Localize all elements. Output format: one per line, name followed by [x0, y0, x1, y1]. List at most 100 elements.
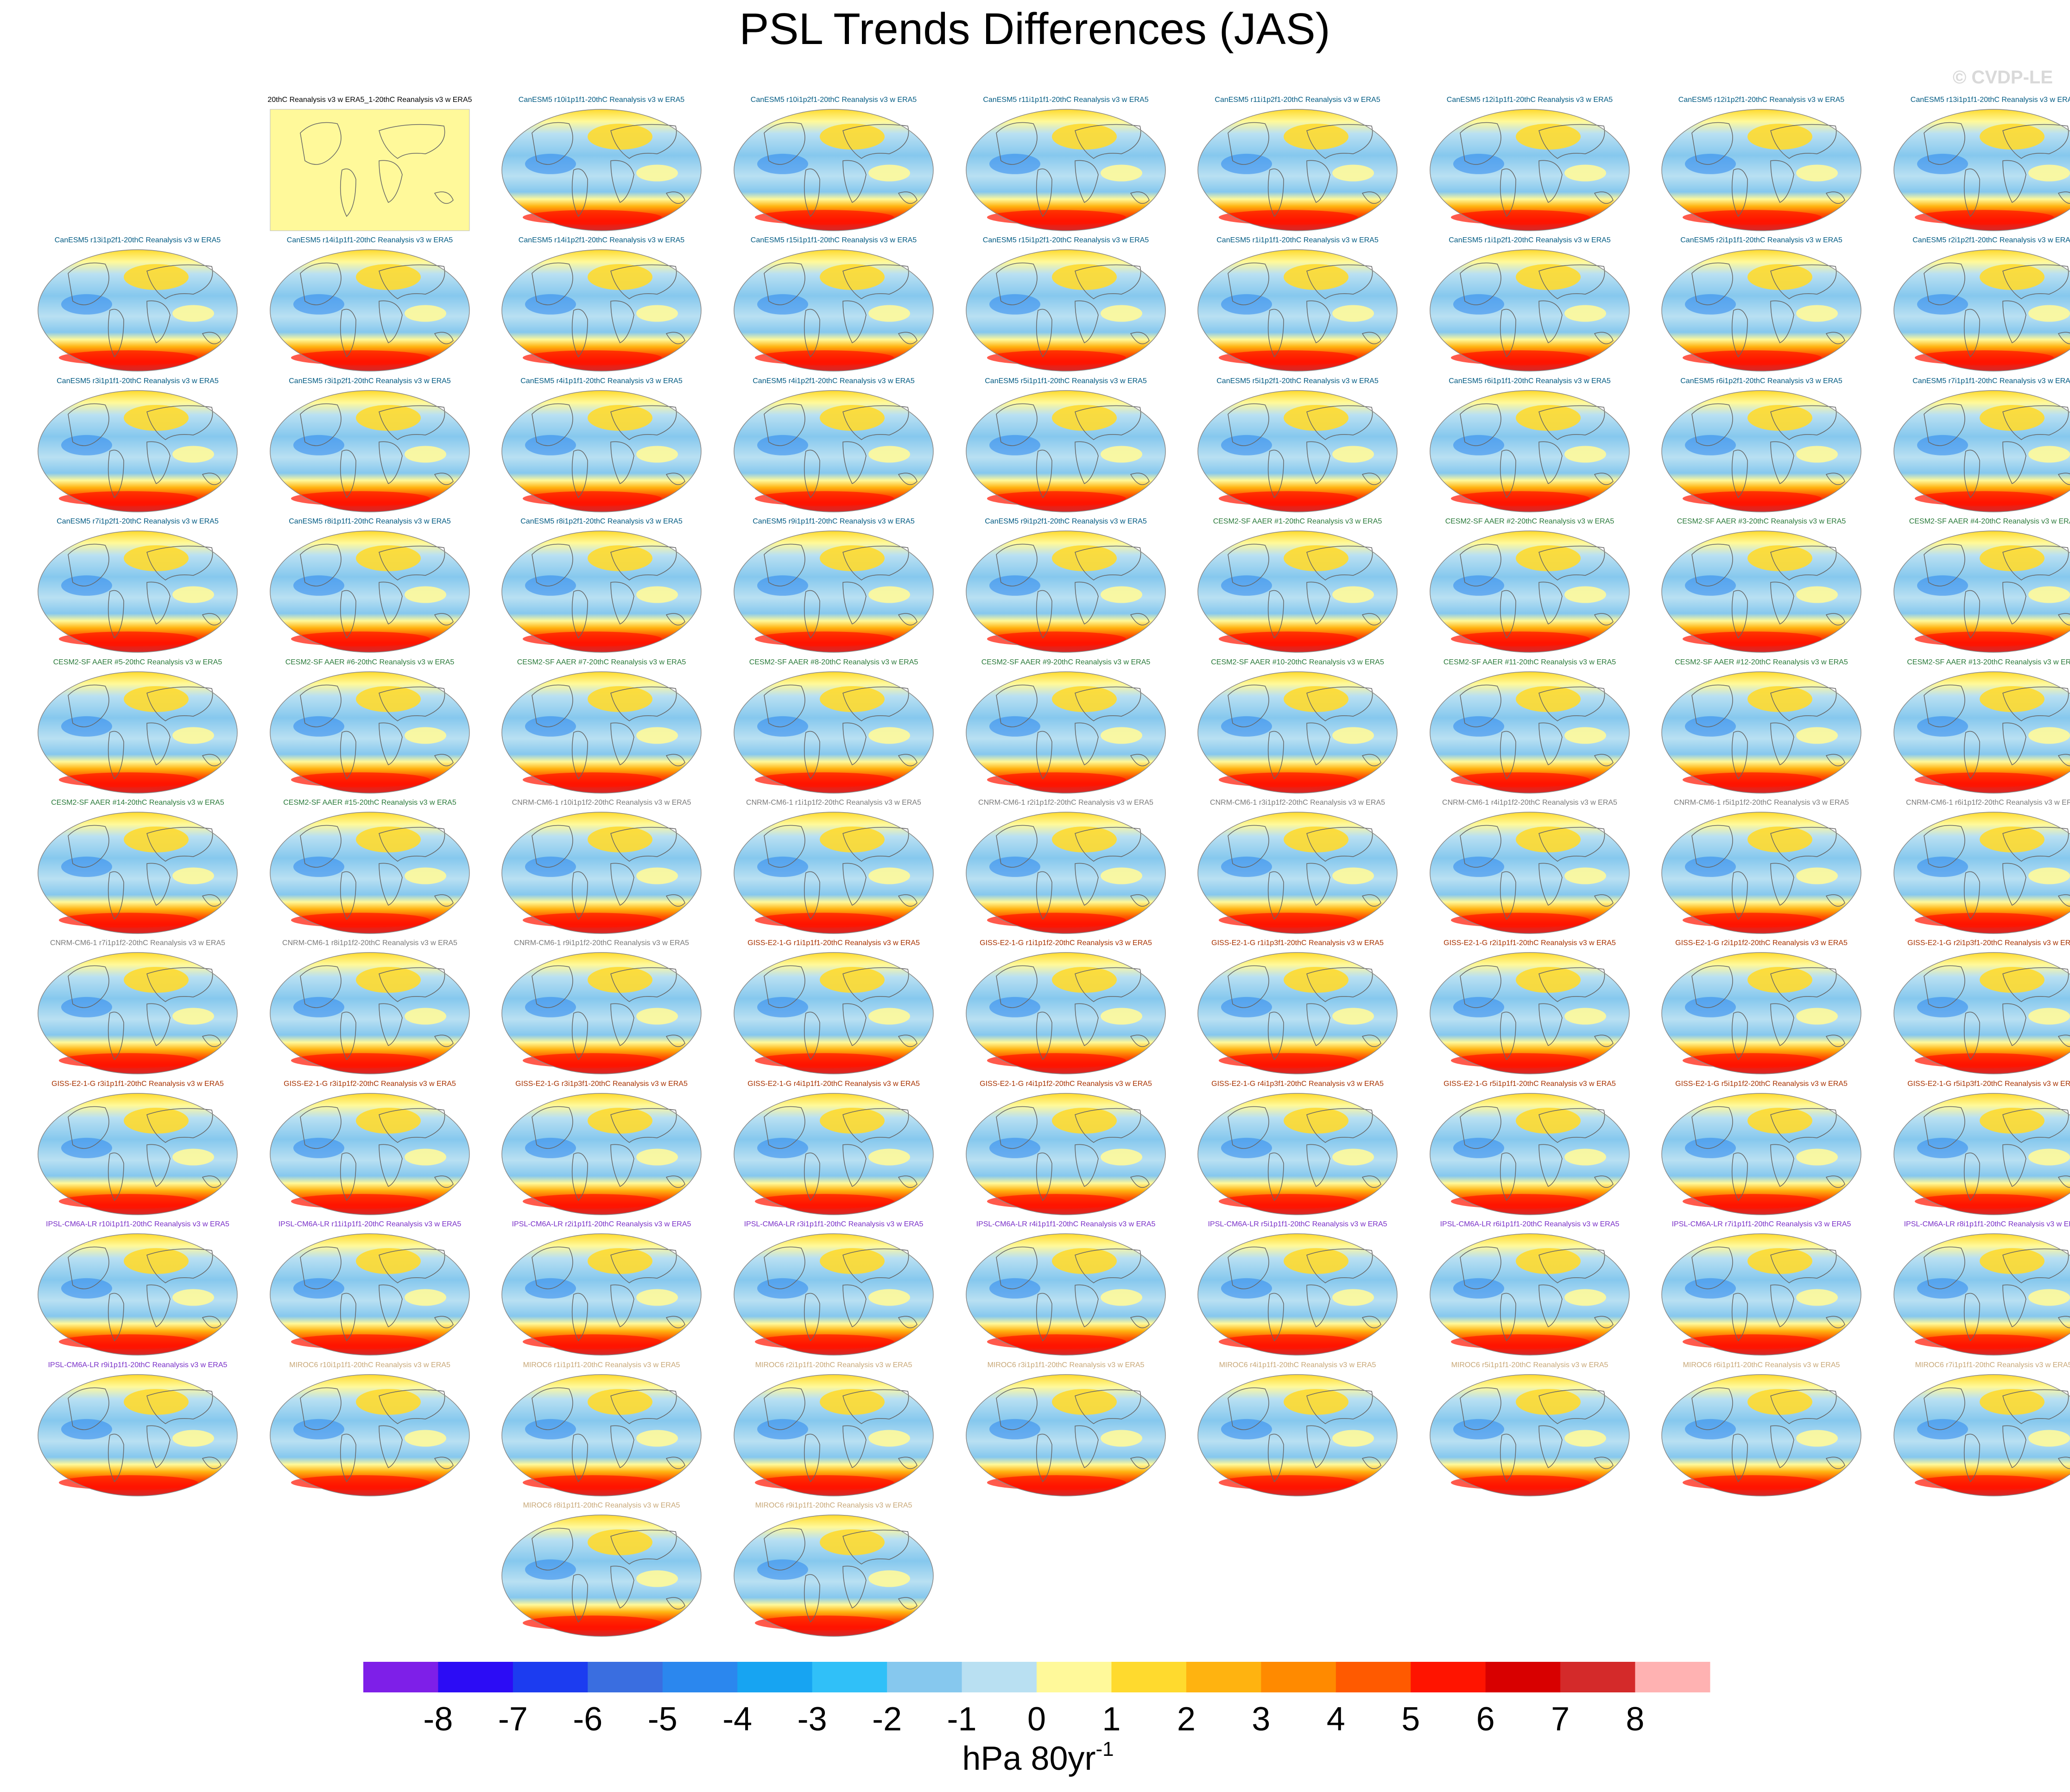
trend-patch [2028, 867, 2070, 884]
trend-patch [1516, 264, 1581, 290]
trend-patch [1219, 350, 1358, 366]
coastline [300, 1106, 342, 1149]
coastline [146, 1284, 171, 1328]
coastline [202, 1457, 222, 1470]
panel-title: GISS-E2-1-G r5i1p3f1-20thC Reanalysis v3… [1907, 1080, 2070, 1088]
trend-patch [1564, 1008, 1606, 1025]
coastline [610, 1003, 634, 1047]
coastline [379, 1248, 445, 1283]
coastline [1731, 309, 1748, 358]
coastline [1691, 262, 1733, 305]
trend-patch [1101, 1008, 1142, 1025]
coastline [1770, 722, 1794, 766]
coastline [1460, 965, 1501, 1008]
trend-patch [588, 1107, 652, 1134]
panel-title: CanESM5 r3i1p2f1-20thC Reanalysis v3 w E… [289, 377, 451, 385]
coastline [1538, 1003, 1563, 1047]
trend-patch [636, 727, 678, 744]
map-border [966, 109, 1166, 231]
map-border [270, 952, 470, 1074]
trend-patch [1747, 264, 1812, 290]
trend-patch [755, 1194, 894, 1209]
trend-patch [755, 350, 894, 366]
coastline [1538, 545, 1605, 581]
panel-title: MIROC6 r3i1p1f1-20thC Reanalysis v3 w ER… [988, 1361, 1145, 1369]
trend-patch [59, 350, 198, 366]
trend-patch [2028, 446, 2070, 463]
coastline [2002, 124, 2069, 159]
map-border [1197, 812, 1398, 934]
map-border [734, 952, 934, 1074]
trend-patch [1052, 1248, 1117, 1274]
trend-patch [1980, 123, 2045, 150]
coastline [1500, 731, 1516, 780]
trend-patch [1332, 727, 1374, 744]
map-panel: CanESM5 r2i1p1f1-20thC Reanalysis v3 w E… [1661, 236, 1861, 372]
coastline [1267, 168, 1284, 217]
coastline [434, 191, 454, 204]
coastline [1731, 1433, 1748, 1483]
coastline [1538, 300, 1563, 344]
map-panel: CNRM-CM6-1 r7i1p1f2-20thC Reanalysis v3 … [38, 939, 238, 1074]
coastline [1460, 122, 1501, 165]
coastline [1361, 613, 1381, 626]
coastline [571, 168, 588, 217]
coastline [764, 684, 805, 727]
coastline [1538, 1108, 1605, 1143]
trend-patch [172, 586, 214, 603]
trend-patch [59, 631, 198, 647]
coastline [1361, 1316, 1381, 1329]
colorbar-tick-label: 3 [1252, 1701, 1270, 1738]
coastline [842, 1425, 867, 1469]
coastline [340, 1011, 356, 1060]
coastline [1228, 543, 1269, 587]
panel-title: IPSL-CM6A-LR r5i1p1f1-20thC Reanalysis v… [1208, 1220, 1387, 1228]
coastline [2057, 473, 2070, 486]
coastline [842, 1108, 909, 1143]
trend-patch [1980, 264, 2045, 290]
map-border [734, 390, 934, 512]
map-panel: CanESM5 r13i1p1f1-20thC Reanalysis v3 w … [1893, 96, 2070, 231]
coastline [1361, 191, 1381, 204]
coastline [379, 827, 445, 862]
trend-patch [124, 966, 189, 993]
map-border [966, 530, 1166, 653]
coastline [108, 1293, 124, 1342]
trend-patch [1101, 1430, 1142, 1447]
coastline [610, 1248, 677, 1283]
coastline [300, 825, 342, 868]
coastline [1538, 405, 1605, 440]
coastline [610, 1284, 634, 1328]
trend-patch [1052, 1107, 1117, 1134]
coastline [1036, 168, 1052, 217]
coastline [340, 449, 356, 498]
trend-patch [636, 867, 678, 884]
trend-patch [2028, 164, 2070, 182]
map-panel: GISS-E2-1-G r2i1p1f1-20thC Reanalysis v3… [1430, 939, 1630, 1074]
coastline [804, 731, 820, 780]
trend-patch [1796, 164, 1838, 182]
coastline [610, 1144, 634, 1187]
trend-patch [987, 913, 1126, 928]
map-panel: CanESM5 r14i1p2f1-20thC Reanalysis v3 w … [501, 236, 702, 372]
coastline [665, 613, 685, 626]
panel-title: IPSL-CM6A-LR r7i1p1f1-20thC Reanalysis v… [1672, 1220, 1851, 1228]
coastline [340, 590, 356, 639]
coastline [764, 965, 805, 1008]
coastline [1267, 1433, 1284, 1483]
panel-title: CNRM-CM6-1 r9i1p1f2-20thC Reanalysis v3 … [514, 939, 689, 947]
coastline [764, 1246, 805, 1289]
trend-patch [1564, 164, 1606, 182]
coastline [1130, 191, 1150, 204]
coastline [996, 684, 1038, 727]
map-panel: GISS-E2-1-G r5i1p1f2-20thC Reanalysis v3… [1661, 1080, 1861, 1215]
trend-patch [588, 1248, 652, 1274]
map-panel: CESM2-SF AAER #8-20thC Reanalysis v3 w E… [734, 658, 934, 794]
coastline [1963, 168, 1980, 217]
panel-title: CanESM5 r1i1p1f1-20thC Reanalysis v3 w E… [1216, 236, 1379, 244]
coastline [996, 1246, 1038, 1289]
coastline [300, 1246, 342, 1289]
coastline [1361, 754, 1381, 767]
coastline [1036, 1293, 1052, 1342]
trend-patch [868, 586, 910, 603]
